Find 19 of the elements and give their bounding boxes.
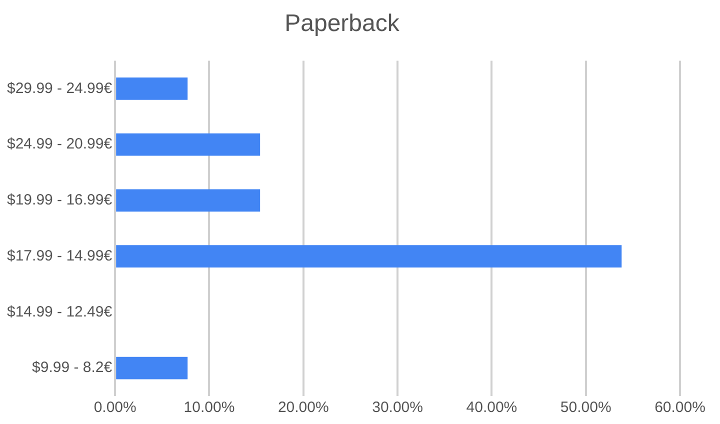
y-tick-label: $24.99 - 20.99€ — [6, 136, 113, 153]
x-tick-label: 40.00% — [466, 399, 518, 416]
y-tick-label: $29.99 - 24.99€ — [6, 80, 113, 97]
x-tick-label: 0.00% — [94, 399, 136, 416]
x-tick-label: 50.00% — [560, 399, 612, 416]
y-tick-label: $14.99 - 12.49€ — [6, 303, 113, 320]
bar — [116, 78, 188, 100]
x-tick-label: 10.00% — [184, 399, 235, 416]
bar — [116, 133, 260, 156]
y-tick-label: $17.99 - 14.99€ — [6, 247, 113, 264]
bar — [116, 245, 622, 268]
x-tick-label: 20.00% — [278, 399, 329, 416]
y-tick-label: $19.99 - 16.99€ — [6, 192, 113, 209]
bar — [116, 189, 260, 212]
x-tick-label: 30.00% — [372, 399, 423, 416]
bar — [116, 356, 188, 380]
chart-title: Paperback — [284, 10, 400, 38]
x-tick-label: 60.00% — [654, 399, 706, 416]
y-tick-label: $9.99 - 8.2€ — [32, 359, 113, 376]
